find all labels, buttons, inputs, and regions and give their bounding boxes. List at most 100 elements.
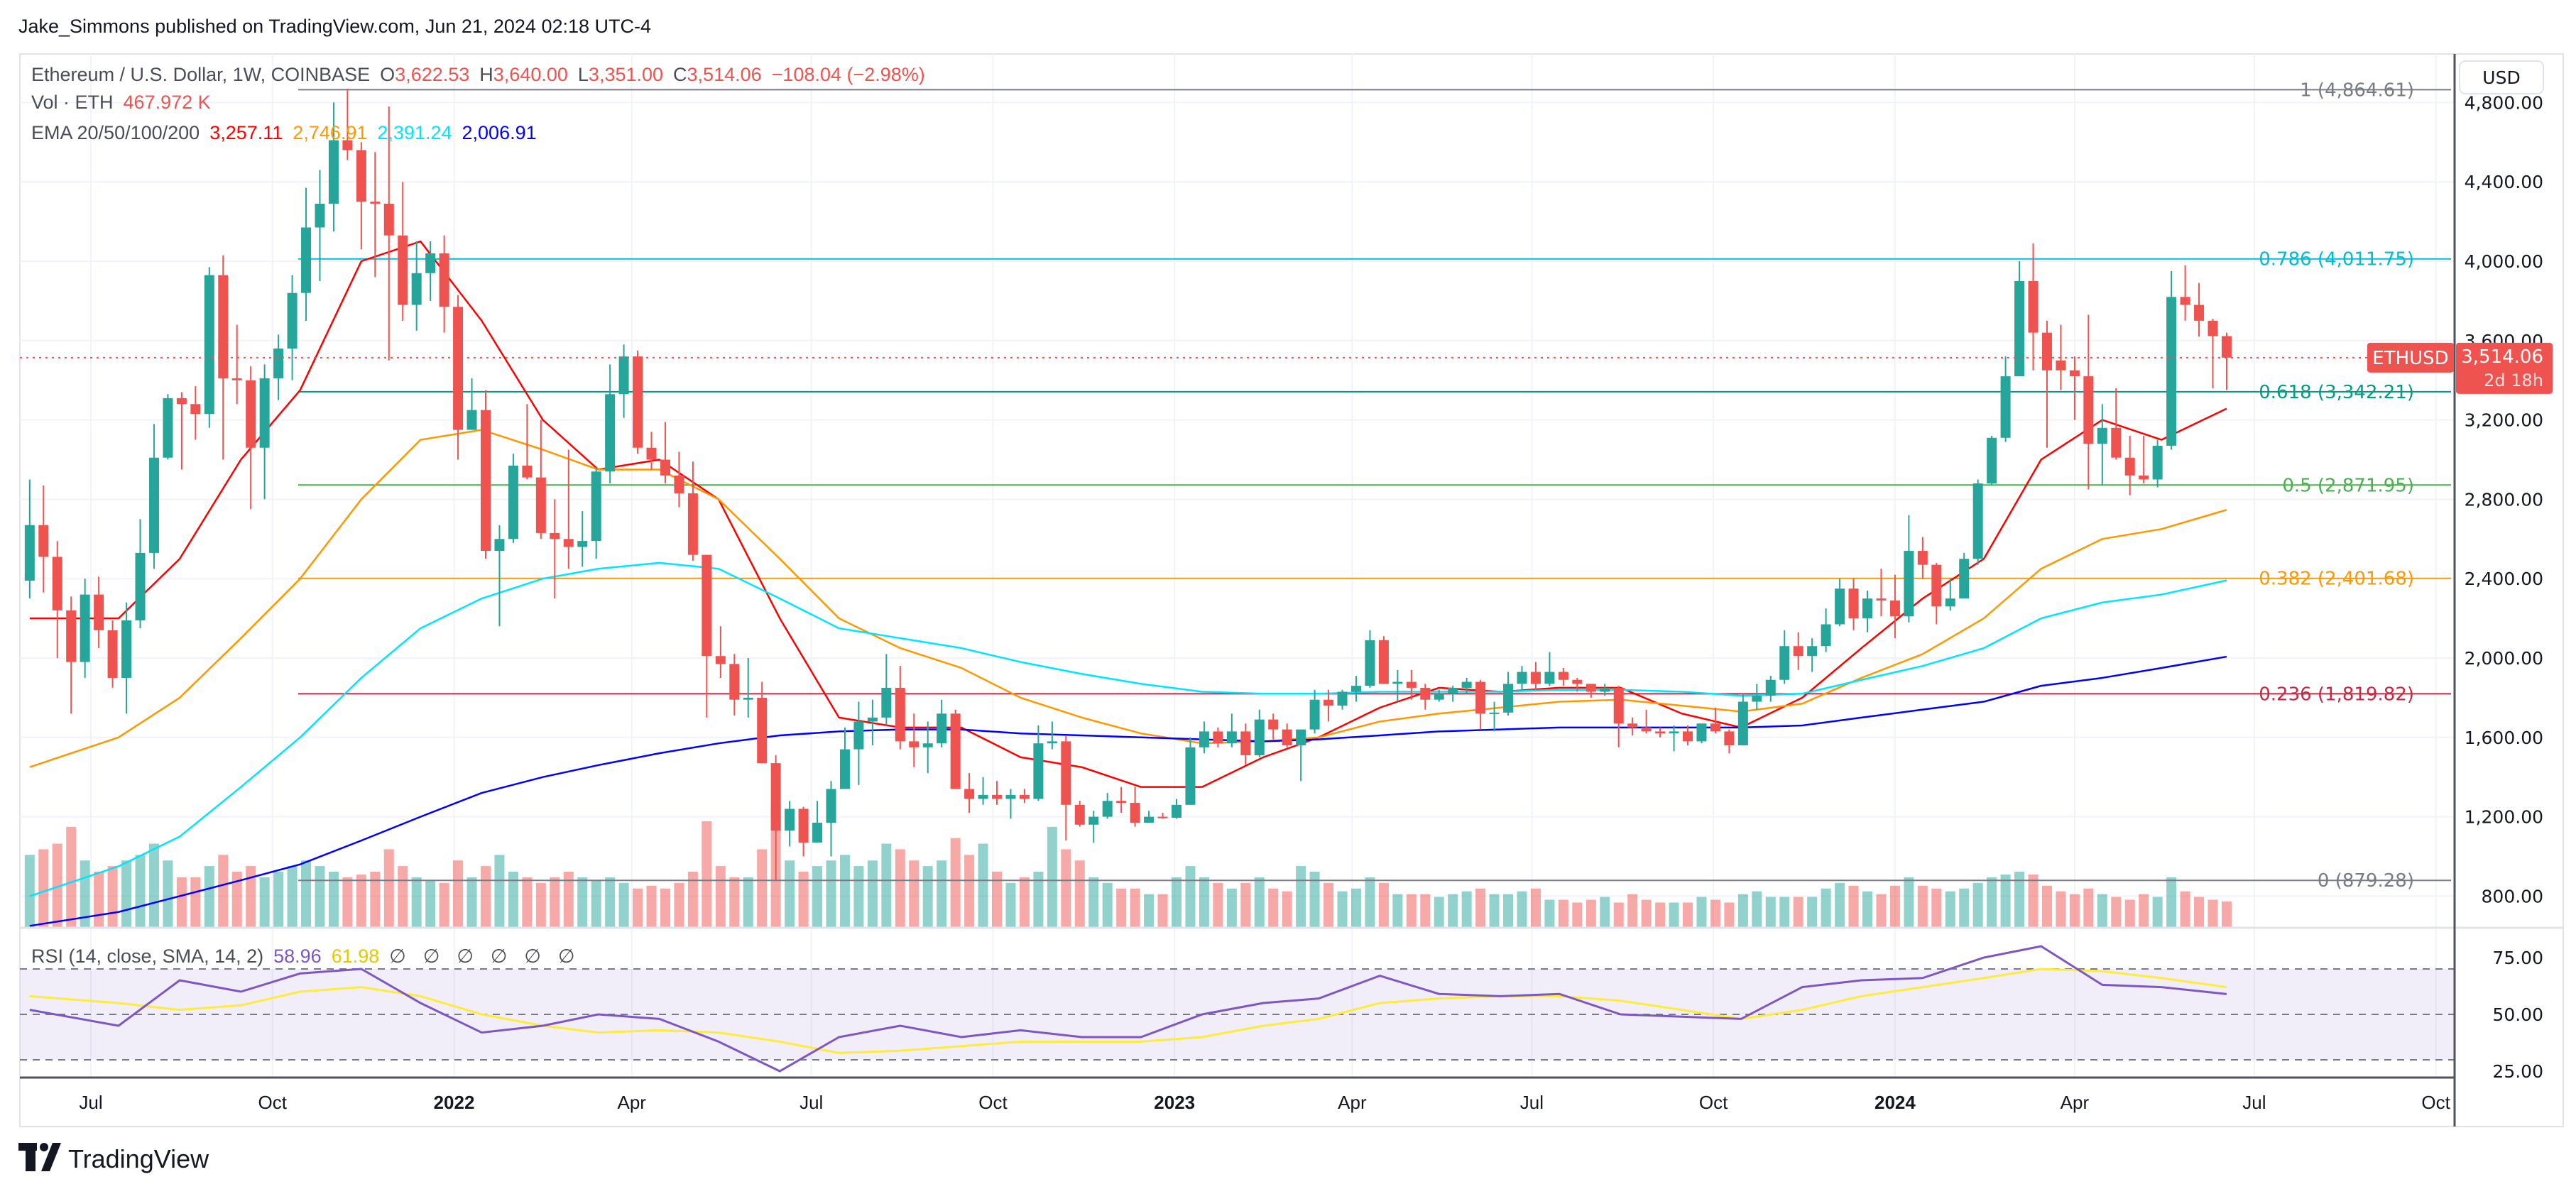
volume-bar bbox=[342, 877, 353, 928]
candle-body bbox=[1904, 551, 1914, 617]
volume-bar bbox=[646, 885, 657, 928]
volume-bar bbox=[328, 872, 339, 928]
volume-bar bbox=[1821, 888, 1831, 928]
candle bbox=[24, 479, 35, 599]
candle-body bbox=[1503, 684, 1514, 713]
candle-body bbox=[633, 356, 643, 448]
volume-bar bbox=[148, 843, 159, 928]
volume-bar bbox=[785, 860, 795, 928]
candle-body bbox=[1116, 801, 1127, 804]
candle bbox=[1696, 723, 1707, 744]
volume-bar bbox=[1517, 891, 1527, 928]
candle-body bbox=[2028, 280, 2039, 333]
volume-bar bbox=[687, 872, 698, 928]
volume-bar bbox=[1199, 877, 1209, 928]
candle-body bbox=[1848, 588, 1859, 619]
candle bbox=[1572, 677, 1583, 692]
volume-bar bbox=[1172, 877, 1181, 928]
candle bbox=[80, 579, 90, 678]
ema-legend[interactable]: EMA 20/50/100/200 3,257.11 2,746.91 2,391.2… bbox=[31, 122, 537, 143]
candle-body bbox=[1696, 723, 1707, 742]
volume-bar bbox=[1185, 866, 1196, 928]
candle bbox=[2056, 324, 2066, 390]
volume-bar bbox=[1917, 885, 1928, 928]
volume-bar bbox=[2041, 885, 2052, 928]
volume-bar bbox=[135, 855, 146, 928]
volume-bar bbox=[591, 880, 601, 928]
candle bbox=[950, 709, 961, 789]
fib-level-label: 0.786 (4,011.75) bbox=[2259, 249, 2414, 270]
candle bbox=[1172, 799, 1181, 819]
candle-body bbox=[1972, 483, 1983, 559]
volume-bar bbox=[176, 877, 187, 928]
tradingview-logo[interactable]: TradingView bbox=[18, 1143, 209, 1173]
candle bbox=[1737, 694, 1748, 745]
candle-body bbox=[1627, 723, 1638, 728]
candle-body bbox=[2083, 376, 2094, 444]
candle-body bbox=[591, 471, 601, 542]
volume-bar bbox=[411, 877, 422, 928]
candle-body bbox=[1240, 731, 1251, 755]
volume-bar bbox=[107, 866, 118, 928]
candle-body bbox=[52, 557, 62, 610]
candle-body bbox=[66, 610, 77, 662]
candle-body bbox=[577, 541, 588, 547]
price-axis[interactable]: 4,800.004,400.004,000.003,600.003,200.00… bbox=[2465, 92, 2543, 906]
volume-legend[interactable]: Vol · ETH 467.972 K bbox=[31, 92, 211, 113]
candle-body bbox=[1324, 699, 1334, 706]
candle bbox=[411, 241, 422, 331]
candle-body bbox=[743, 697, 753, 700]
rsi-legend[interactable]: RSI (14, close, SMA, 14, 2) 58.96 61.98 ∅ ∅ ∅… bbox=[31, 946, 574, 967]
candle-body bbox=[1213, 731, 1223, 744]
candle bbox=[1047, 721, 1057, 750]
volume-bar bbox=[38, 849, 49, 928]
candle-body bbox=[1088, 816, 1099, 825]
candle bbox=[1309, 689, 1320, 734]
candle-body bbox=[80, 594, 90, 662]
candle bbox=[1324, 689, 1334, 722]
candle-body bbox=[1406, 681, 1417, 688]
candle bbox=[577, 511, 588, 567]
currency-button[interactable] bbox=[2459, 60, 2544, 94]
candle bbox=[259, 364, 270, 500]
candle-body bbox=[259, 378, 270, 448]
volume-bar bbox=[2152, 897, 2163, 928]
volume-bar bbox=[1088, 877, 1099, 928]
candle-body bbox=[425, 253, 436, 273]
candle-body bbox=[1074, 804, 1085, 825]
candle bbox=[1600, 684, 1610, 696]
candle bbox=[535, 420, 546, 539]
volume-bar bbox=[937, 860, 947, 928]
candle bbox=[1448, 686, 1458, 702]
symbol-legend[interactable]: Ethereum / U.S. Dollar, 1W, COINBASE O3,6… bbox=[31, 64, 925, 85]
volume-bar bbox=[1350, 888, 1361, 928]
candle-body bbox=[2056, 360, 2066, 371]
volume-bar bbox=[1254, 877, 1265, 928]
candle-body bbox=[522, 465, 533, 478]
candle bbox=[2014, 261, 2025, 377]
volume-bar bbox=[1392, 894, 1403, 928]
volume-bar bbox=[674, 882, 684, 928]
candle-body bbox=[1669, 731, 1679, 734]
candle-body bbox=[135, 552, 146, 620]
candle bbox=[383, 106, 394, 361]
time-tick-label: Apr bbox=[617, 1092, 646, 1113]
candle bbox=[1752, 684, 1762, 710]
candle bbox=[1254, 709, 1265, 757]
fibonacci-retracement[interactable]: 1 (4,864.61) 0.786 (4,011.75) 0.618 (3,342… bbox=[298, 80, 2451, 892]
volume-bar bbox=[66, 826, 77, 928]
candle-body bbox=[1517, 672, 1527, 684]
volume-bar bbox=[1406, 894, 1417, 928]
price-tick-label: 1,600.00 bbox=[2465, 728, 2543, 748]
candle bbox=[853, 701, 864, 785]
candle bbox=[1503, 672, 1514, 716]
volume-bar bbox=[494, 855, 505, 928]
candle bbox=[2028, 243, 2039, 371]
candle bbox=[1392, 669, 1403, 702]
candle bbox=[757, 681, 768, 764]
volume-bar bbox=[1268, 888, 1279, 928]
time-axis[interactable]: Jul Oct 2022 Apr Jul Oct 2023 Apr Jul Oct 2024 Apr J… bbox=[79, 1092, 2450, 1113]
candle bbox=[812, 801, 823, 843]
volume-bar bbox=[481, 866, 491, 928]
